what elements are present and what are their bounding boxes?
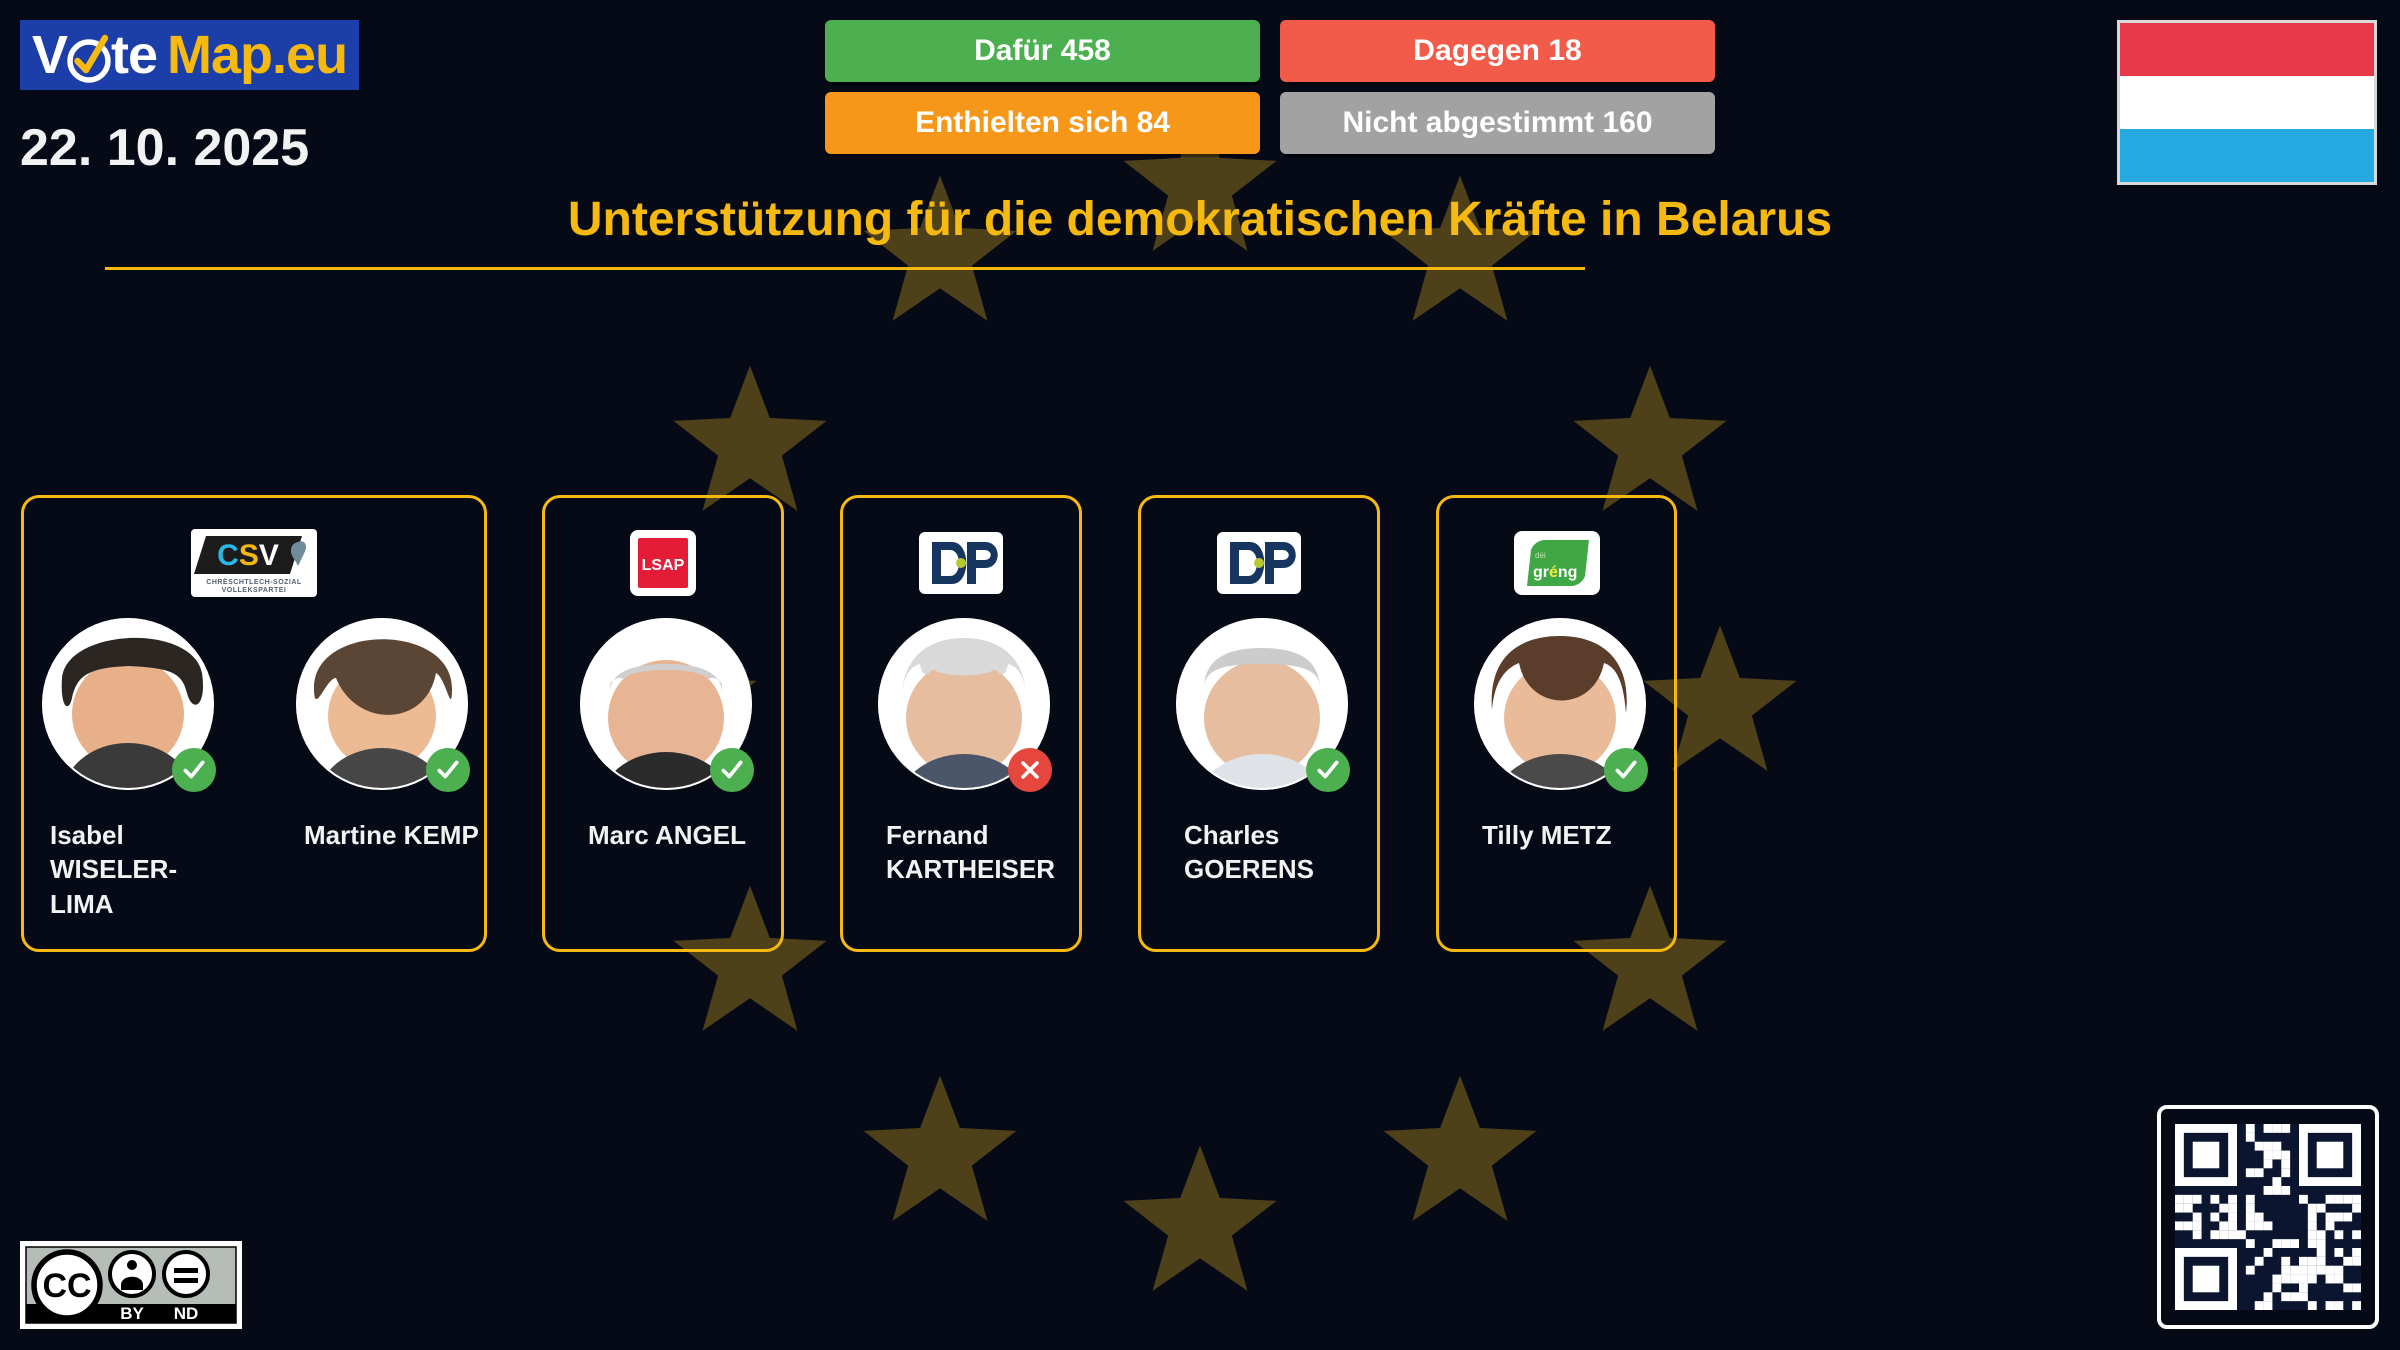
svg-text:VOLLEKSPARTEI: VOLLEKSPARTEI — [222, 587, 287, 594]
svg-text:CHRËSCHTLECH-SOZIAL: CHRËSCHTLECH-SOZIAL — [206, 578, 302, 586]
svg-text:CSV: CSV — [217, 539, 279, 572]
svg-text:déi: déi — [1535, 551, 1546, 560]
svg-text:LSAP: LSAP — [642, 557, 685, 574]
svg-text:BY: BY — [120, 1304, 144, 1323]
svg-text:CC: CC — [42, 1267, 91, 1305]
svg-text:ND: ND — [174, 1304, 199, 1323]
svg-text:gréng: gréng — [1533, 564, 1577, 581]
